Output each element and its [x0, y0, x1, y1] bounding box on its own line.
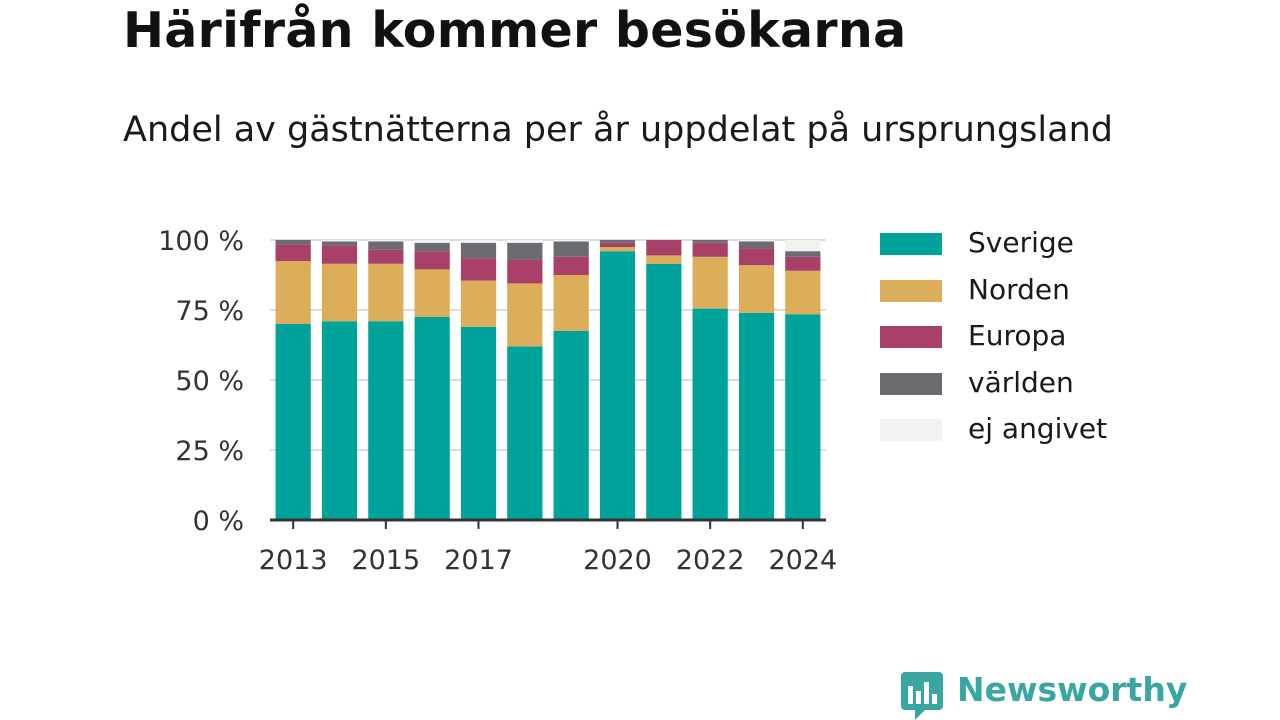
legend-label: Europa — [968, 319, 1067, 352]
bar-segment — [553, 331, 589, 520]
gridlines — [270, 239, 826, 451]
bar-segment — [275, 244, 311, 261]
bar-segment — [321, 245, 358, 264]
legend-swatch — [880, 326, 942, 348]
bar-segment — [785, 256, 821, 271]
bar-segment — [738, 241, 775, 249]
bar-segment — [599, 242, 636, 247]
y-tick-label: 75 % — [175, 296, 244, 327]
bar-segment — [275, 261, 311, 324]
bar-segment — [692, 308, 728, 520]
bar-segment — [321, 241, 358, 246]
legend-label: Sverige — [968, 226, 1074, 259]
brand-name: Newsworthy — [957, 670, 1188, 709]
bar-segment — [553, 241, 589, 257]
bar-segment — [785, 314, 821, 520]
bar-segment — [646, 240, 682, 256]
bar-segment — [646, 263, 682, 520]
bar-segment — [460, 258, 497, 281]
bar-segment — [275, 240, 311, 245]
bar-segment — [460, 242, 497, 259]
bar-segment — [785, 240, 821, 252]
chart-subtitle: Andel av gästnätterna per år uppdelat på… — [123, 110, 1113, 150]
bar-segment — [507, 240, 543, 243]
bar-segment — [321, 240, 358, 242]
y-tick-label: 100 % — [158, 226, 244, 257]
bar-segment — [507, 242, 543, 260]
legend-swatch — [880, 372, 942, 395]
bar-segment — [368, 241, 404, 250]
bar-segment — [460, 326, 497, 520]
bar-segment — [368, 240, 404, 242]
bar-segment — [368, 321, 404, 520]
bar-segment — [414, 317, 450, 520]
legend-label: världen — [968, 365, 1074, 399]
bar-segment — [692, 256, 728, 309]
bar-segment — [368, 263, 404, 322]
x-tick-label: 2015 — [351, 545, 420, 576]
bar-segment — [275, 324, 311, 520]
bar-segment — [692, 242, 728, 257]
bar-segment — [507, 346, 543, 520]
bar-segment — [553, 240, 589, 242]
x-tick-label: 2024 — [768, 545, 837, 576]
bars — [275, 240, 821, 520]
bar-segment — [738, 240, 775, 242]
legend-swatch — [880, 419, 942, 441]
bar-segment — [692, 240, 728, 243]
bar-segment — [646, 255, 682, 264]
bar-segment — [414, 242, 450, 252]
bar-segment — [785, 270, 821, 315]
bar-segment — [414, 269, 450, 317]
legend-swatch — [880, 279, 942, 302]
legend-swatch — [880, 233, 942, 255]
x-tick-label: 2020 — [583, 545, 652, 576]
bar-segment — [785, 251, 821, 257]
bar-segment — [738, 265, 775, 313]
bar-segment — [414, 251, 450, 270]
chart-title: Härifrån kommer besökarna — [123, 2, 907, 59]
bar-segment — [460, 240, 497, 243]
bar-segment — [507, 259, 543, 284]
bar-segment — [460, 280, 497, 327]
legend-label: ej angivet — [968, 412, 1108, 445]
bar-segment — [599, 247, 636, 252]
bar-segment — [738, 248, 775, 266]
bar-segment — [599, 251, 636, 520]
bar-segment — [553, 275, 589, 331]
newsworthy-chat-bars-icon — [901, 672, 943, 720]
y-tick-label: 50 % — [175, 366, 244, 397]
x-tick-label: 2017 — [444, 545, 513, 576]
y-tick-label: 25 % — [175, 436, 244, 467]
bar-segment — [414, 240, 450, 243]
bar-segment — [321, 263, 358, 322]
stacked-bar-chart: 0 % 25 % 50 % 75 % 100 % 2013 2015 2017 2020 2022… — [158, 226, 837, 576]
axes: 0 % 25 % 50 % 75 % 100 % 2013 2015 2017 2020 2022… — [158, 226, 837, 576]
bar-segment — [507, 283, 543, 347]
bar-segment — [599, 240, 636, 243]
y-tick-label: 0 % — [193, 506, 244, 537]
x-tick-label: 2022 — [676, 545, 745, 576]
bar-segment — [553, 256, 589, 275]
bar-segment — [368, 249, 404, 264]
legend-label: Norden — [968, 272, 1070, 306]
bar-segment — [321, 321, 358, 520]
bar-segment — [738, 312, 775, 520]
x-tick-label: 2013 — [259, 545, 328, 576]
